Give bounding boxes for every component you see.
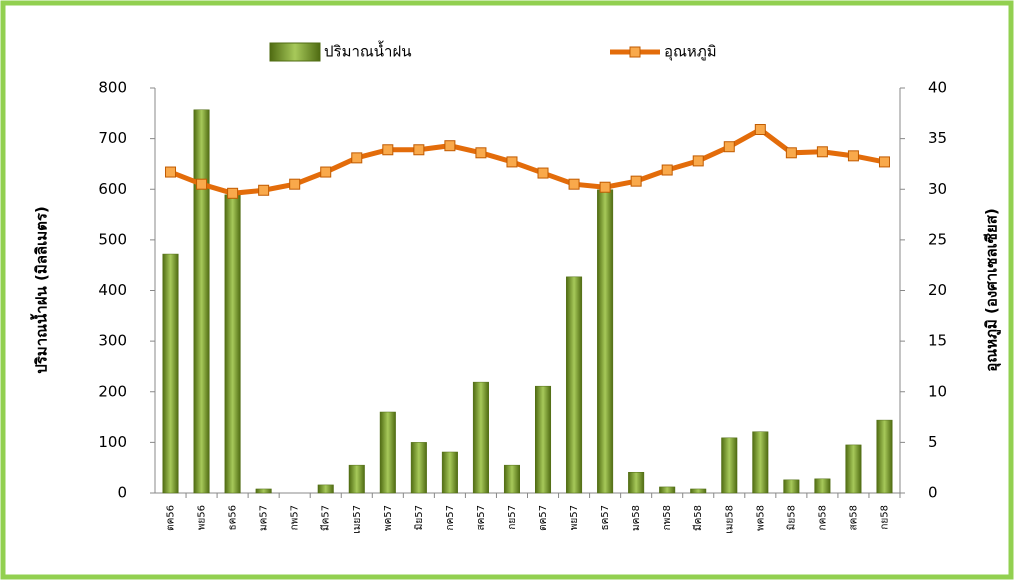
x-tick-label: สค58 <box>848 505 859 531</box>
y2-tick-label: 25 <box>928 230 947 248</box>
marker <box>289 178 301 190</box>
y2-tick-label: 30 <box>928 180 947 198</box>
bar <box>379 411 396 494</box>
bar <box>503 464 520 494</box>
bar <box>845 444 862 494</box>
marker <box>568 178 580 190</box>
y-tick-label: 400 <box>98 281 127 299</box>
bar <box>783 479 800 494</box>
x-tick-label: กย57 <box>507 505 518 530</box>
x-tick-label: ธค56 <box>228 505 239 531</box>
y2-axis-title: อุณหภูมิ (องศาเซลเซียส) <box>983 208 1002 372</box>
bar <box>224 194 241 494</box>
legend-label: อุณหภูมิ <box>664 43 717 62</box>
marker <box>196 178 208 190</box>
y-tick-label: 0 <box>117 484 127 502</box>
marker <box>785 147 797 159</box>
bar <box>721 437 738 494</box>
y-axis-title: ปริมาณน้ำฝน (มิลลิเมตร) <box>30 206 51 374</box>
legend-swatch <box>629 46 641 58</box>
marker <box>754 124 766 136</box>
x-tick-label: เมย57 <box>352 505 363 534</box>
y-tick-label: 500 <box>98 230 127 248</box>
marker <box>320 166 332 178</box>
bar <box>659 486 676 494</box>
x-tick-label: พย57 <box>569 505 580 530</box>
x-tick-label: กย58 <box>879 505 890 530</box>
bar <box>348 464 365 494</box>
x-tick-label: พย56 <box>197 505 208 530</box>
x-tick-label: พค57 <box>383 505 394 531</box>
marker <box>847 150 859 162</box>
x-tick-label: กค57 <box>445 505 456 530</box>
y-tick-label: 600 <box>98 180 127 198</box>
marker <box>692 155 704 167</box>
y-tick-label: 700 <box>98 129 127 147</box>
x-tick-label: มค57 <box>259 505 270 531</box>
marker <box>444 140 456 152</box>
bar <box>162 253 179 494</box>
bar <box>535 385 552 494</box>
x-tick-label: สค57 <box>476 505 487 531</box>
marker <box>351 152 363 164</box>
marker <box>506 156 518 168</box>
marker <box>599 181 611 193</box>
marker <box>816 146 828 158</box>
bar <box>255 488 272 494</box>
x-tick-label: พค58 <box>755 505 766 531</box>
x-tick-label: มีค57 <box>320 505 332 531</box>
bar <box>410 442 427 494</box>
x-tick-label: กพ57 <box>290 505 301 530</box>
marker <box>382 144 394 156</box>
bar <box>472 381 489 494</box>
x-tick-label: กพ58 <box>662 505 673 530</box>
bar <box>193 109 210 494</box>
bar <box>597 189 614 494</box>
marker <box>227 187 239 199</box>
x-tick-label: มค58 <box>631 505 642 531</box>
marker <box>878 156 890 168</box>
y2-tick-label: 0 <box>928 484 938 502</box>
marker <box>258 184 270 196</box>
x-tick-label: ตค56 <box>166 505 177 531</box>
x-tick-label: มีค58 <box>692 505 704 531</box>
marker <box>537 167 549 179</box>
y2-tick-label: 35 <box>928 129 947 147</box>
marker <box>165 166 177 178</box>
y-tick-label: 300 <box>98 332 127 350</box>
bar <box>628 471 645 494</box>
bar <box>690 488 707 494</box>
y2-tick-label: 15 <box>928 332 947 350</box>
bar <box>566 276 583 494</box>
bar <box>876 419 893 494</box>
y-tick-label: 800 <box>98 79 127 97</box>
marker <box>475 147 487 159</box>
y-tick-label: 100 <box>98 433 127 451</box>
bar <box>441 451 458 494</box>
legend-label: ปริมาณน้ำฝน <box>324 41 412 61</box>
y2-tick-label: 5 <box>928 433 938 451</box>
marker <box>723 141 735 153</box>
x-tick-label: ตค57 <box>538 505 549 531</box>
y2-tick-label: 10 <box>928 382 947 400</box>
marker <box>661 164 673 176</box>
bar <box>752 431 769 494</box>
y2-tick-label: 20 <box>928 281 947 299</box>
marker <box>413 144 425 156</box>
x-tick-label: กค58 <box>817 505 828 530</box>
bar <box>317 484 334 494</box>
x-tick-label: มิย58 <box>786 505 797 530</box>
marker <box>630 175 642 187</box>
legend-swatch <box>269 42 321 62</box>
x-tick-label: ธค57 <box>600 505 611 531</box>
x-tick-label: เมย58 <box>724 505 735 534</box>
bar <box>814 478 831 494</box>
x-tick-label: มิย57 <box>414 505 425 530</box>
y2-tick-label: 40 <box>928 79 947 97</box>
y-tick-label: 200 <box>98 382 127 400</box>
